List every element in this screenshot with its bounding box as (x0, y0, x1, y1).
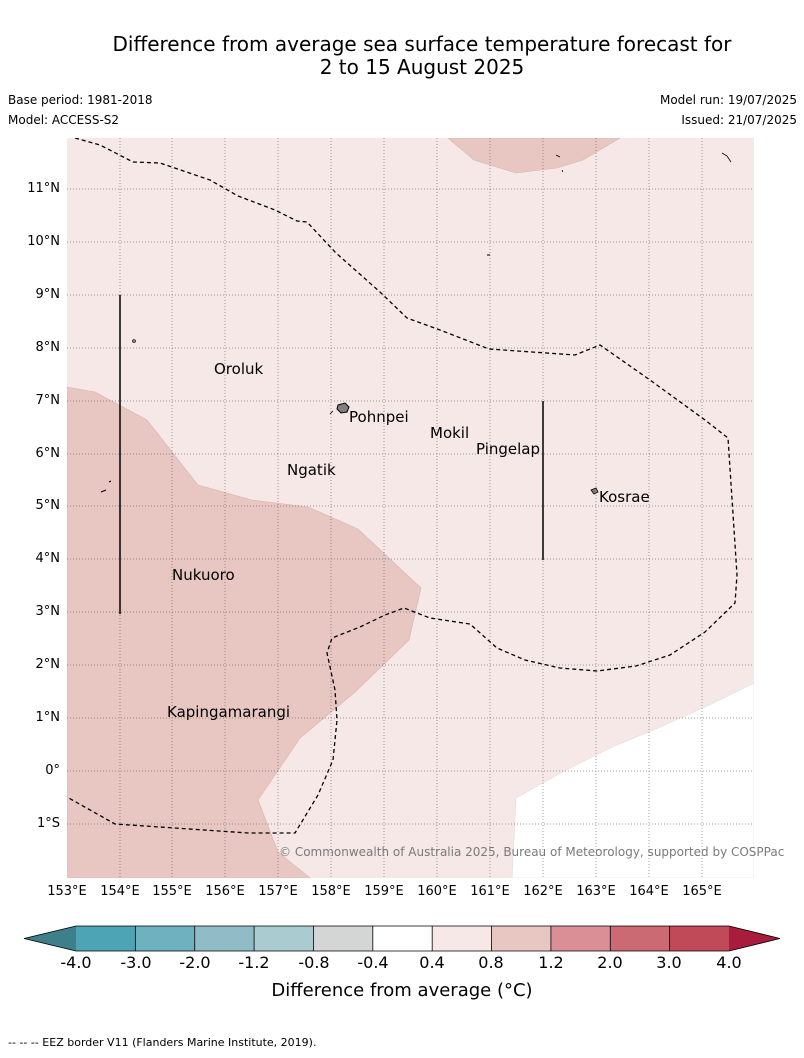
colorbar-outline (23, 925, 781, 952)
colorbar-tick: 0.4 (419, 953, 445, 972)
lon-label-161e: 161°E (470, 884, 510, 899)
colorbar-tick: -0.8 (298, 953, 330, 972)
lon-label-160e: 160°E (417, 884, 457, 899)
eez-footnote: -- -- -- EEZ border V11 (Flanders Marine… (8, 1036, 317, 1049)
model-name: Model: ACCESS-S2 (8, 113, 120, 127)
base-period: Base period: 1981-2018 (8, 93, 153, 107)
lon-label-155e: 155°E (152, 884, 192, 899)
lat-label-8n: 8°N (35, 340, 61, 355)
colorbar-bin (194, 926, 255, 951)
place-pohnpei: Pohnpei (349, 408, 409, 426)
colorbar-bin (372, 926, 433, 951)
lat-label-3n: 3°N (35, 604, 61, 619)
place-pingelap: Pingelap (476, 440, 541, 458)
colorbar-label: Difference from average (°C) (271, 980, 533, 1001)
colorbar-under-arrow (24, 926, 76, 951)
place-kapingamarangi: Kapingamarangi (167, 703, 291, 721)
lon-label-158e: 158°E (311, 884, 351, 899)
colorbar-tick: 3.0 (656, 953, 682, 972)
place-ngatik: Ngatik (287, 461, 336, 479)
lat-label-2n: 2°N (35, 657, 61, 672)
lat-label-10n: 10°N (27, 234, 60, 249)
lon-label-165e: 165°E (682, 884, 722, 899)
colorbar-bin (610, 926, 670, 951)
small-island-northeast (721, 152, 732, 163)
small-island-west (100, 480, 112, 493)
issued-date: Issued: 21/07/2025 (681, 113, 797, 127)
colorbar-over-arrow (729, 926, 780, 951)
lat-label-7n: 7°N (35, 393, 61, 408)
colorbar-tick: -4.0 (60, 953, 92, 972)
lon-label-162e: 162°E (523, 884, 563, 899)
copyright-notice: © Commonwealth of Australia 2025, Bureau… (279, 845, 785, 859)
anomaly-fill-0.8-1.2-west (67, 386, 422, 878)
lat-label-4n: 4°N (35, 551, 61, 566)
map-title-line1: Difference from average sea surface temp… (112, 32, 732, 56)
colorbar-tick: -3.0 (120, 953, 152, 972)
map-title-line2: 2 to 15 August 2025 (319, 55, 525, 79)
colorbar-bin (135, 926, 195, 951)
colorbar-bin (76, 926, 136, 951)
colorbar-bin (313, 926, 373, 951)
pohnpei-island (336, 402, 350, 414)
lat-label-5n: 5°N (35, 498, 61, 513)
lat-label-6n: 6°N (35, 446, 61, 461)
lat-label-1n: 1°N (35, 710, 61, 725)
eez-border-north (67, 138, 738, 834)
small-island (132, 339, 136, 343)
gridlines (67, 138, 754, 878)
colorbar-tick: 4.0 (716, 953, 742, 972)
colorbar (23, 925, 781, 952)
lon-label-163e: 163°E (576, 884, 616, 899)
place-oroluk: Oroluk (214, 360, 264, 378)
lon-label-159e: 159°E (364, 884, 404, 899)
model-run: Model run: 19/07/2025 (659, 93, 797, 107)
kosrae-island (590, 487, 599, 495)
place-mokil: Mokil (430, 424, 470, 442)
colorbar-tick: -0.4 (357, 953, 389, 972)
lat-label-0: 0° (45, 763, 60, 778)
colorbar-tick: 2.0 (597, 953, 623, 972)
lat-label-11n: 11°N (27, 181, 60, 196)
colorbar-tick: 1.2 (538, 953, 564, 972)
small-island-north (555, 154, 564, 173)
lat-label-9n: 9°N (35, 287, 61, 302)
colorbar-tick: -2.0 (179, 953, 211, 972)
lon-label-154e: 154°E (100, 884, 140, 899)
colorbar-tick: 0.8 (478, 953, 504, 972)
lon-label-157e: 157°E (258, 884, 298, 899)
place-nukuoro: Nukuoro (172, 566, 235, 584)
anomaly-fill-neutral-southeast (511, 682, 754, 878)
colorbar-bin (669, 926, 729, 951)
lon-label-153e: 153°E (47, 884, 87, 899)
place-kosrae: Kosrae (599, 488, 650, 506)
colorbar-bin (432, 926, 492, 951)
lon-label-156e: 156°E (205, 884, 245, 899)
pohnpei-islet (329, 410, 334, 415)
colorbar-tick: -1.2 (238, 953, 270, 972)
anomaly-fill-0.8-1.2-north (447, 138, 621, 174)
colorbar-bin (550, 926, 611, 951)
lon-label-164e: 164°E (629, 884, 669, 899)
colorbar-bin (491, 926, 551, 951)
lat-label-1s: 1°S (36, 816, 60, 831)
colorbar-bin (254, 926, 314, 951)
